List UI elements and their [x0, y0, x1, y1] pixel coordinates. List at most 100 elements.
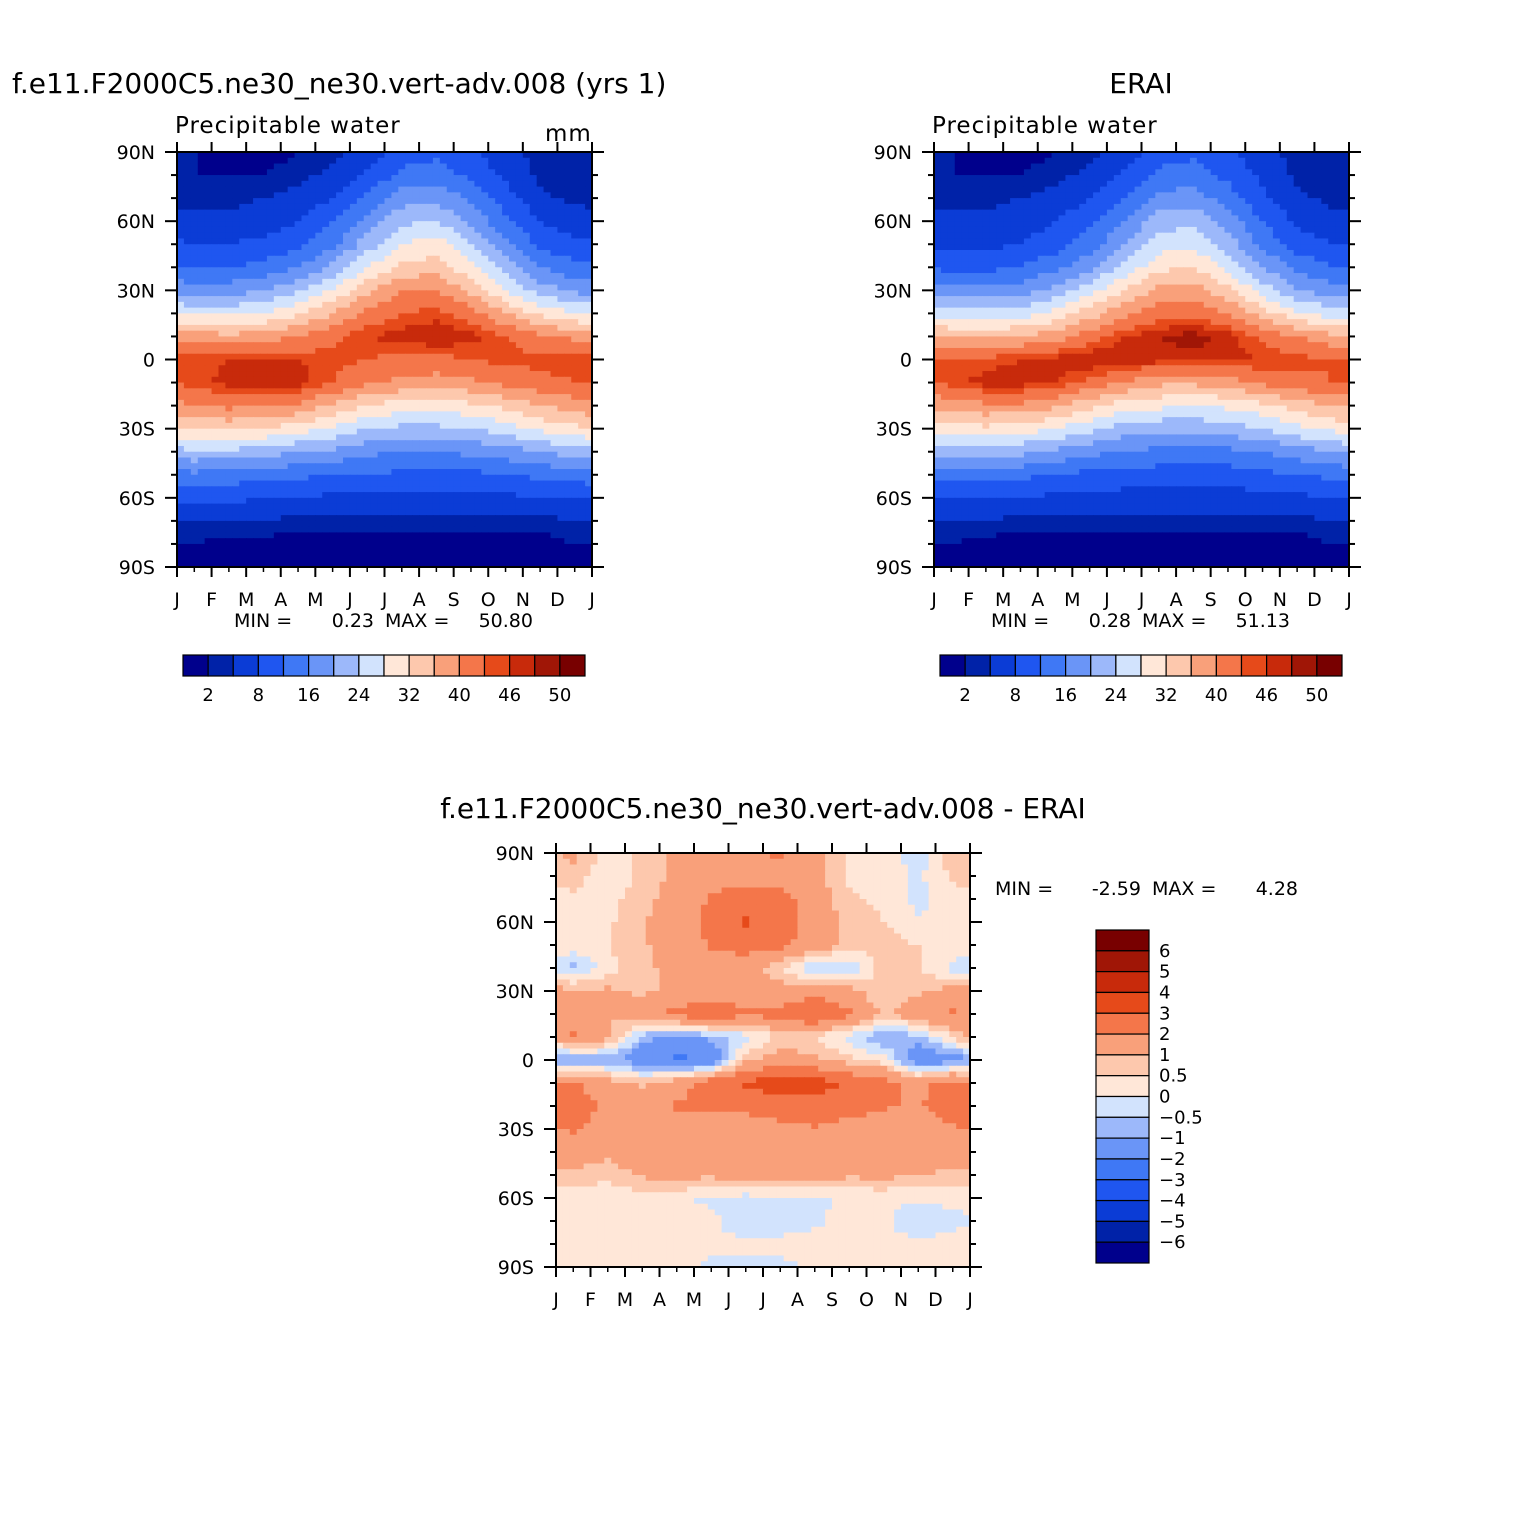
- contour-cell: [322, 255, 330, 263]
- contour-cell: [426, 290, 434, 297]
- contour-cell: [218, 226, 227, 234]
- contour-cell: [502, 336, 510, 343]
- contour-cell: [356, 290, 365, 297]
- contour-cell: [1100, 198, 1108, 205]
- contour-cell: [280, 509, 289, 516]
- contour-cell: [204, 157, 213, 165]
- contour-cell: [294, 417, 303, 424]
- contour-cell: [356, 463, 365, 470]
- contour-cell: [315, 261, 323, 268]
- contour-cell: [564, 428, 572, 436]
- contour-cell: [287, 249, 296, 257]
- contour-cell: [211, 532, 220, 539]
- contour-cell: [260, 515, 268, 522]
- contour-cell: [246, 526, 254, 534]
- contour-cell: [322, 422, 330, 430]
- contour-cell: [398, 198, 406, 205]
- contour-cell: [377, 186, 386, 193]
- contour-cell: [253, 221, 261, 228]
- contour-cell: [322, 503, 330, 510]
- contour-cell: [349, 255, 358, 263]
- contour-cell: [384, 163, 393, 170]
- contour-cell: [1072, 186, 1080, 193]
- contour-cell: [557, 290, 565, 297]
- contour-cell: [550, 261, 559, 268]
- contour-cell: [343, 175, 351, 182]
- contour-cell: [280, 261, 289, 268]
- contour-cell: [975, 192, 984, 199]
- contour-cell: [446, 469, 455, 476]
- contour-cell: [266, 509, 275, 516]
- contour-cell: [1321, 157, 1329, 165]
- contour-cell: [522, 422, 531, 430]
- contour-cell: [578, 394, 586, 401]
- contour-cell: [426, 486, 434, 493]
- contour-cell: [432, 555, 441, 562]
- contour-cell: [294, 261, 303, 268]
- contour-cell: [349, 169, 358, 176]
- contour-cell: [543, 549, 552, 557]
- contour-cell: [246, 342, 254, 349]
- contour-cell: [197, 486, 206, 493]
- contour-cell: [426, 186, 434, 193]
- contour-cell: [947, 192, 956, 199]
- contour-cell: [253, 394, 261, 401]
- contour-cell: [578, 538, 586, 545]
- contour-cell: [343, 336, 351, 343]
- contour-cell: [190, 261, 199, 268]
- contour-cell: [315, 330, 323, 338]
- contour-cell: [225, 405, 233, 412]
- contour-cell: [211, 445, 220, 453]
- contour-cell: [377, 509, 386, 516]
- contour-cell: [536, 492, 545, 499]
- contour-cell: [1169, 169, 1177, 176]
- contour-cell: [232, 278, 240, 286]
- contour-cell: [515, 169, 524, 176]
- contour-cell: [419, 474, 427, 482]
- contour-cell: [287, 330, 296, 338]
- contour-cell: [280, 209, 289, 216]
- contour-cell: [232, 313, 240, 320]
- contour-cell: [522, 434, 531, 441]
- contour-cell: [329, 503, 337, 510]
- contour-cell: [564, 532, 572, 539]
- contour-cell: [308, 388, 316, 395]
- contour-cell: [446, 417, 455, 424]
- contour-cell: [536, 509, 545, 516]
- contour-cell: [578, 382, 586, 389]
- contour-cell: [204, 152, 213, 159]
- contour-cell: [1203, 175, 1212, 182]
- contour-cell: [1093, 163, 1101, 170]
- contour-cell: [183, 497, 192, 505]
- contour-cell: [218, 497, 227, 505]
- contour-cell: [315, 273, 323, 280]
- contour-cell: [266, 371, 275, 378]
- contour-cell: [356, 261, 365, 268]
- contour-cell: [446, 347, 455, 355]
- contour-cell: [329, 255, 337, 263]
- contour-cell: [453, 445, 462, 453]
- contour-cell: [564, 330, 572, 338]
- contour-cell: [218, 532, 227, 539]
- contour-cell: [982, 152, 990, 159]
- contour-cell: [405, 509, 413, 516]
- contour-cell: [1155, 175, 1163, 182]
- contour-cell: [287, 278, 296, 286]
- contour-cell: [543, 486, 552, 493]
- contour-cell: [1141, 180, 1150, 188]
- contour-cell: [509, 215, 517, 222]
- contour-cell: [246, 365, 254, 372]
- contour-cell: [557, 267, 565, 274]
- contour-cell: [509, 394, 517, 401]
- contour-cell: [308, 215, 316, 222]
- contour-cell: [488, 353, 496, 361]
- contour-cell: [183, 555, 192, 562]
- contour-cell: [495, 232, 503, 240]
- contour-cell: [287, 290, 296, 297]
- contour-cell: [975, 169, 984, 176]
- contour-cell: [308, 157, 316, 165]
- contour-cell: [308, 261, 316, 268]
- contour-cell: [349, 198, 358, 205]
- contour-cell: [585, 497, 592, 505]
- contour-cell: [183, 186, 192, 193]
